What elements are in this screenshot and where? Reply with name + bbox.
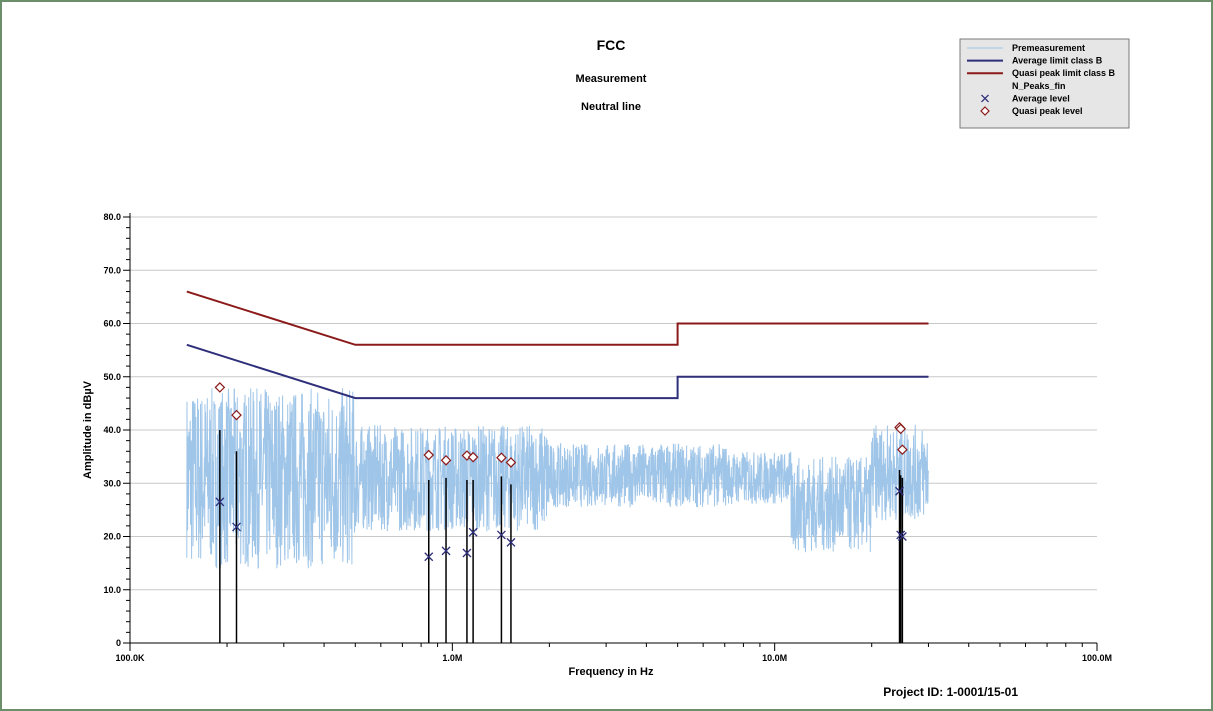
average-level-marker — [424, 552, 434, 562]
x-tick-label: 1.0M — [442, 653, 462, 663]
legend-label: Premeasurement — [1012, 43, 1085, 53]
average-level-marker — [897, 532, 907, 541]
legend-label: Average level — [1012, 93, 1070, 103]
y-axis-label: Amplitude in dBµV — [82, 380, 94, 479]
average-level-marker — [462, 548, 472, 558]
chart-title: FCC — [597, 37, 626, 53]
peak-markers — [214, 382, 908, 562]
y-tick-label: 10.0 — [103, 585, 121, 595]
quasi-peak-limit-line — [186, 290, 929, 346]
x-tick-label: 100.0K — [115, 653, 145, 663]
y-tick-label: 0 — [116, 638, 121, 648]
average-limit-line — [186, 343, 929, 400]
y-tick-label: 40.0 — [103, 425, 121, 435]
legend-swatch-x — [981, 94, 989, 103]
legend-label: N_Peaks_fin — [1012, 81, 1066, 91]
chart-subtitle-measurement: Measurement — [576, 73, 647, 85]
quasi-peak-level-marker — [505, 457, 517, 468]
legend: Premeasurement Average limit class B Quasi… — [959, 38, 1130, 129]
quasi-peak-level-marker — [440, 455, 452, 466]
y-tick-label: 20.0 — [103, 532, 121, 542]
quasi-peak-level-marker — [496, 452, 507, 464]
premeasurement-line — [186, 388, 929, 570]
quasi-peak-level-marker — [895, 423, 907, 435]
legend-box — [959, 38, 1130, 129]
y-tick-label: 70.0 — [103, 265, 121, 275]
tick-labels: 0 10.0 20.0 30.0 40.0 50.0 60.0 70.0 80.0 100.0K 1… — [103, 212, 1112, 663]
project-id: Project ID: 1-0001/15-01 — [883, 685, 1018, 699]
quasi-peak-level-marker — [423, 449, 435, 461]
y-tick-label: 50.0 — [103, 372, 121, 382]
chart-subtitle-line: Neutral line — [581, 101, 641, 113]
average-level-marker — [496, 530, 506, 540]
average-level-marker — [895, 486, 904, 496]
grid — [130, 216, 1097, 591]
x-tick-label: 100.0M — [1082, 653, 1112, 663]
legend-label: Quasi peak level — [1012, 106, 1083, 116]
x-axis-label: Frequency in Hz — [569, 666, 654, 678]
quasi-peak-level-marker — [897, 444, 908, 456]
legend-label: Quasi peak limit class B — [1012, 68, 1116, 78]
quasi-peak-level-marker — [231, 409, 242, 421]
quasi-peak-level-marker — [467, 451, 479, 463]
legend-swatch-diamond — [980, 106, 990, 116]
quasi-peak-level-marker — [214, 382, 226, 393]
y-tick-label: 60.0 — [103, 319, 121, 329]
average-level-marker — [232, 522, 241, 532]
legend-label: Average limit class B — [1012, 56, 1103, 66]
average-level-marker — [441, 546, 451, 556]
average-level-marker — [506, 537, 516, 547]
x-tick-label: 10.0M — [762, 653, 787, 663]
average-level-marker — [215, 497, 225, 507]
premeasurement-series — [186, 388, 929, 570]
y-tick-label: 80.0 — [103, 212, 121, 222]
average-level-marker — [468, 527, 478, 537]
peak-lines — [219, 430, 904, 643]
limit-series — [186, 290, 929, 400]
axes — [123, 213, 1098, 651]
y-tick-label: 30.0 — [103, 478, 121, 488]
